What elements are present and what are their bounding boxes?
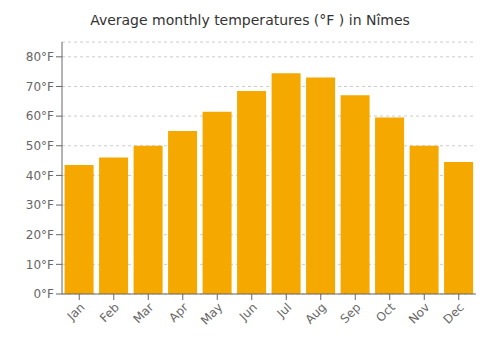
svg-text:30°F: 30°F xyxy=(26,198,54,212)
svg-text:May: May xyxy=(198,300,225,327)
svg-text:40°F: 40°F xyxy=(26,169,54,183)
svg-text:Oct: Oct xyxy=(373,300,398,325)
svg-text:10°F: 10°F xyxy=(26,258,54,272)
svg-text:60°F: 60°F xyxy=(26,109,54,123)
svg-text:80°F: 80°F xyxy=(26,50,54,64)
svg-text:Mar: Mar xyxy=(130,300,156,326)
svg-text:Dec: Dec xyxy=(441,300,467,326)
svg-text:70°F: 70°F xyxy=(26,80,54,94)
svg-text:20°F: 20°F xyxy=(26,228,54,242)
svg-text:Feb: Feb xyxy=(97,300,122,325)
svg-text:Jan: Jan xyxy=(64,300,88,324)
svg-text:Sep: Sep xyxy=(337,300,363,326)
svg-text:50°F: 50°F xyxy=(26,139,54,153)
html-text:Average monthly temperatures (: Average monthly temperatures (°F ) in Nî… xyxy=(90,12,410,28)
svg-text:Aug: Aug xyxy=(302,300,328,326)
svg-text:Nov: Nov xyxy=(406,300,432,326)
svg-text:Jun: Jun xyxy=(236,300,260,324)
svg-text:Jul: Jul xyxy=(274,300,295,321)
svg-text:0°F: 0°F xyxy=(33,287,54,301)
svg-text:Apr: Apr xyxy=(166,300,191,325)
